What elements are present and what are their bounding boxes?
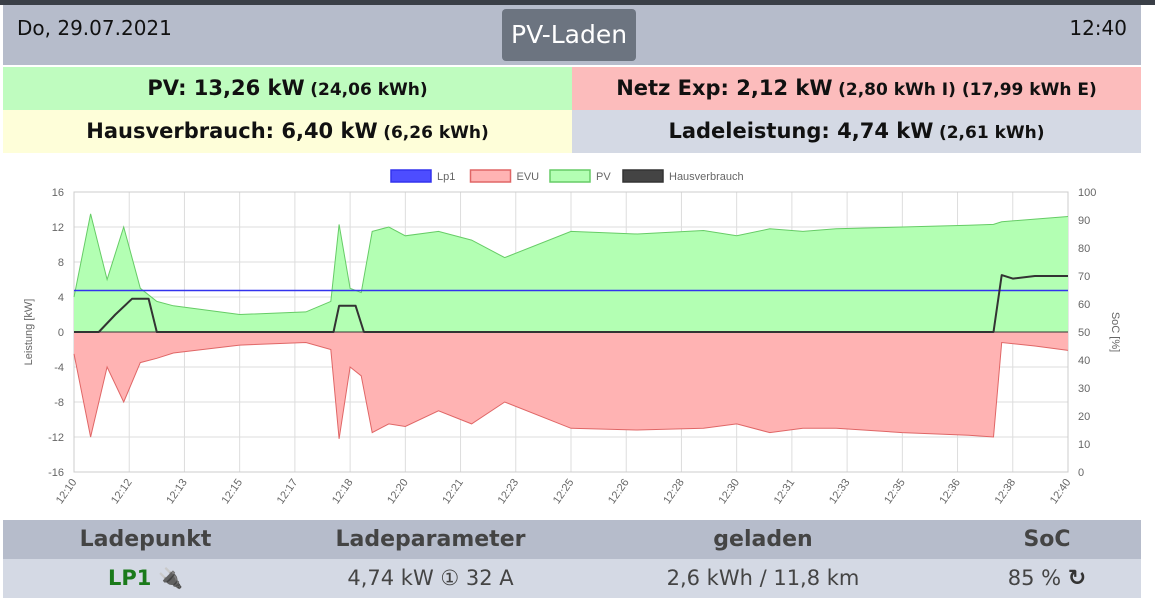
legend-label-hausverbrauch: Hausverbrauch bbox=[669, 171, 744, 183]
x-tick-label: 12:12 bbox=[109, 477, 135, 506]
x-tick-label: 12:23 bbox=[496, 477, 522, 506]
charged-amount: 2,6 kWh / 11,8 km bbox=[666, 566, 860, 590]
x-tick-label: 12:31 bbox=[772, 477, 798, 506]
series-line-pv bbox=[73, 213, 1069, 316]
y-tick-label: 0 bbox=[58, 327, 64, 339]
y2-tick-label: 50 bbox=[1078, 327, 1090, 339]
y2-tick-label: 40 bbox=[1078, 355, 1090, 367]
y-tick-label: -16 bbox=[48, 467, 64, 479]
y-tick-label: 16 bbox=[52, 187, 64, 199]
x-tick-label: 12:36 bbox=[937, 477, 963, 506]
x-tick-label: 12:15 bbox=[220, 477, 246, 506]
y2-tick-label: 0 bbox=[1078, 467, 1084, 479]
refresh-icon[interactable]: ↻ bbox=[1067, 566, 1087, 591]
x-tick-label: 12:33 bbox=[827, 477, 853, 506]
x-tick-label: 12:30 bbox=[717, 477, 743, 506]
x-tick-label: 12:20 bbox=[385, 477, 411, 506]
charge-parameters: 4,74 kW ① 32 A bbox=[347, 566, 514, 590]
legend-label-lp1: Lp1 bbox=[437, 171, 455, 183]
x-tick-label: 12:28 bbox=[661, 477, 687, 506]
y2-tick-label: 10 bbox=[1078, 439, 1090, 451]
y-tick-label: 12 bbox=[52, 222, 64, 234]
charging-energy: (2,61 kWh) bbox=[938, 123, 1045, 143]
x-tick-label: 12:13 bbox=[164, 477, 190, 506]
y-tick-label: -4 bbox=[54, 362, 64, 374]
header-bar: Do, 29.07.2021 PV-Laden 12:40 bbox=[3, 5, 1141, 65]
series-line-hausverbrauch bbox=[74, 274, 1068, 333]
legend-swatch-evu bbox=[469, 169, 512, 183]
chargepoint-row[interactable]: LP1 🔌 4,74 kW ① 32 A 2,6 kWh / 11,8 km 8… bbox=[3, 559, 1141, 598]
series-area-evu bbox=[74, 332, 1068, 439]
y2-tick-label: 60 bbox=[1078, 299, 1090, 311]
house-power: Hausverbrauch: 6,40 kW bbox=[86, 119, 378, 143]
house-energy: (6,26 kWh) bbox=[383, 123, 489, 143]
header-ladeparameter: Ladeparameter bbox=[335, 527, 526, 552]
header-geladen: geladen bbox=[713, 527, 813, 552]
legend-label-pv: PV bbox=[596, 171, 611, 183]
legend-swatch-lp1 bbox=[390, 169, 432, 183]
grid-energy: (2,80 kWh I) (17,99 kWh E) bbox=[838, 80, 1097, 100]
chargepoint-table-header: Ladepunkt Ladeparameter geladen SoC bbox=[3, 520, 1141, 559]
charging-summary: Ladeleistung: 4,74 kW (2,61 kWh) bbox=[572, 110, 1141, 153]
series-area-pv bbox=[74, 213, 1068, 332]
summary-row-1: PV: 13,26 kW (24,06 kWh) Netz Exp: 2,12 … bbox=[3, 67, 1141, 110]
mode-button[interactable]: PV-Laden bbox=[502, 9, 637, 61]
y-tick-label: 4 bbox=[58, 292, 64, 304]
series-line-evu bbox=[73, 341, 1069, 439]
power-chart[interactable]: 1612840-4-8-12-1610090807060504030201001… bbox=[0, 160, 1155, 518]
summary-row-2: Hausverbrauch: 6,40 kW (6,26 kWh) Ladele… bbox=[3, 110, 1141, 153]
grid-summary: Netz Exp: 2,12 kW (2,80 kWh I) (17,99 kW… bbox=[572, 67, 1141, 110]
y2-tick-label: 90 bbox=[1078, 215, 1090, 227]
charging-power: Ladeleistung: 4,74 kW bbox=[668, 119, 934, 143]
pv-power: PV: 13,26 kW bbox=[147, 76, 305, 100]
pv-energy: (24,06 kWh) bbox=[310, 80, 428, 100]
y2-tick-label: 20 bbox=[1078, 411, 1090, 423]
x-tick-label: 12:10 bbox=[54, 477, 80, 506]
plug-icon: 🔌 bbox=[158, 566, 183, 590]
current-date: Do, 29.07.2021 bbox=[17, 16, 172, 40]
y-tick-label: -8 bbox=[54, 397, 64, 409]
y2-tick-label: 80 bbox=[1078, 243, 1090, 255]
x-tick-label: 12:17 bbox=[275, 477, 301, 506]
x-tick-label: 12:18 bbox=[330, 477, 356, 506]
header-ladepunkt: Ladepunkt bbox=[79, 527, 212, 552]
x-tick-label: 12:26 bbox=[606, 477, 632, 506]
x-tick-label: 12:21 bbox=[440, 477, 466, 506]
soc-cell: 85 % ↻ bbox=[953, 559, 1141, 598]
legend-swatch-pv bbox=[549, 169, 591, 183]
y2-tick-label: 100 bbox=[1078, 187, 1096, 199]
y2-tick-label: 30 bbox=[1078, 383, 1090, 395]
header-soc: SoC bbox=[1023, 527, 1071, 552]
x-tick-label: 12:40 bbox=[1048, 477, 1074, 506]
x-tick-label: 12:35 bbox=[882, 477, 908, 506]
soc-value: 85 % bbox=[1007, 566, 1062, 590]
x-tick-label: 12:25 bbox=[551, 477, 577, 506]
pv-summary: PV: 13,26 kW (24,06 kWh) bbox=[3, 67, 572, 110]
chargepoint-name: LP1 bbox=[108, 566, 152, 590]
y2-tick-label: 70 bbox=[1078, 271, 1090, 283]
y-tick-label: -12 bbox=[48, 432, 64, 444]
legend-swatch-hausverbrauch bbox=[622, 169, 664, 183]
y-axis-label: Leistung [kW] bbox=[23, 299, 35, 366]
grid-power: Netz Exp: 2,12 kW bbox=[616, 76, 833, 100]
x-tick-label: 12:38 bbox=[993, 477, 1019, 506]
house-summary: Hausverbrauch: 6,40 kW (6,26 kWh) bbox=[3, 110, 572, 153]
y2-axis-label: SoC [%] bbox=[1109, 312, 1121, 352]
chargepoint-cell[interactable]: LP1 🔌 bbox=[3, 559, 288, 598]
legend-label-evu: EVU bbox=[517, 171, 540, 183]
top-border bbox=[0, 0, 1155, 5]
current-time: 12:40 bbox=[1069, 16, 1127, 40]
y-tick-label: 8 bbox=[58, 257, 64, 269]
